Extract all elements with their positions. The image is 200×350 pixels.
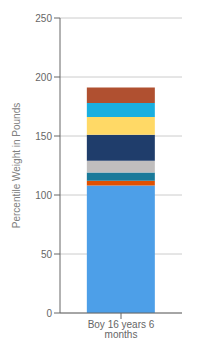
svg-text:100: 100 <box>35 190 52 201</box>
svg-text:250: 250 <box>35 13 52 24</box>
svg-text:Boy 16 years 6months: Boy 16 years 6months <box>88 319 155 340</box>
svg-text:50: 50 <box>41 249 53 260</box>
svg-text:Percentile Weight in Pounds: Percentile Weight in Pounds <box>11 103 22 228</box>
svg-text:0: 0 <box>46 308 52 319</box>
svg-text:200: 200 <box>35 72 52 83</box>
svg-text:150: 150 <box>35 131 52 142</box>
